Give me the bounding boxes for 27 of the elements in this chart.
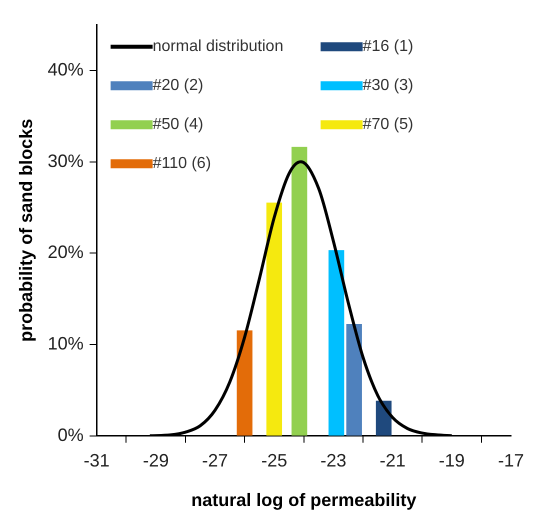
bar <box>346 324 362 436</box>
x-tick-label: -17 <box>498 450 524 471</box>
bar <box>266 202 282 436</box>
y-tick-label: 0% <box>58 424 84 445</box>
x-tick-label: -23 <box>320 450 346 471</box>
bar <box>292 146 308 436</box>
y-tick-label: 20% <box>48 242 84 262</box>
x-tick-label: -31 <box>84 450 110 471</box>
x-tick-label: -21 <box>380 450 406 471</box>
y-tick-label: 40% <box>48 59 84 80</box>
legend-label: #70 (5) <box>362 116 414 134</box>
legend-label: #30 (3) <box>362 77 414 94</box>
x-tick-label: -27 <box>202 450 228 471</box>
legend-label: #20 (2) <box>152 77 204 94</box>
x-tick-label: -29 <box>142 450 169 471</box>
legend-label: normal distribution <box>152 38 284 56</box>
bar <box>236 330 252 436</box>
y-axis-title: probability of sand blocks <box>16 118 36 342</box>
x-tick-label: -25 <box>261 450 288 471</box>
legend-label: #16 (1) <box>362 38 414 56</box>
legend-label: #110 (6) <box>152 155 212 172</box>
x-axis-title: natural log of permeability <box>191 490 416 510</box>
y-tick-label: 30% <box>48 150 84 171</box>
x-tick-label: -19 <box>438 450 465 471</box>
y-tick-label: 10% <box>48 333 84 354</box>
legend-label: #50 (4) <box>152 116 204 134</box>
bar <box>328 250 344 436</box>
